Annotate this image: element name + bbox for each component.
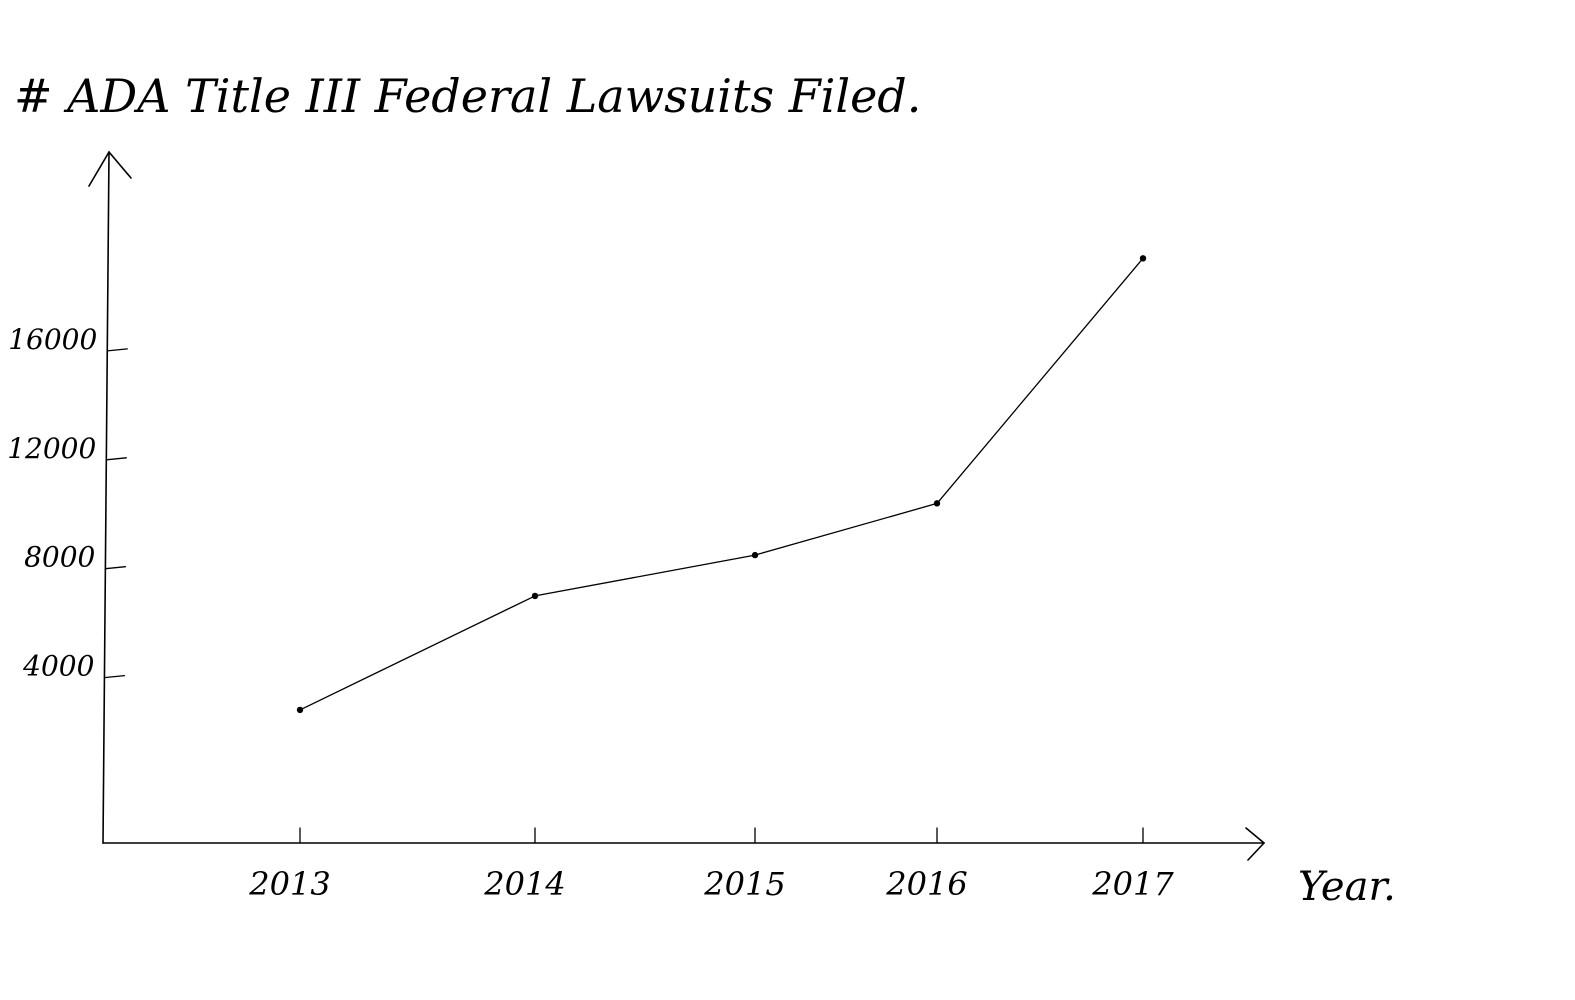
x-tick-label: 2017 bbox=[1091, 865, 1174, 903]
x-axis-label: Year. bbox=[1298, 864, 1396, 910]
y-tick-mark bbox=[103, 674, 126, 679]
data-point bbox=[1139, 255, 1147, 262]
data-point bbox=[933, 500, 941, 507]
y-tick-label: 12000 bbox=[7, 432, 96, 465]
data-point bbox=[751, 551, 759, 559]
series-line bbox=[299, 257, 1144, 711]
data-point bbox=[531, 592, 539, 600]
x-axis-arrow bbox=[1245, 827, 1266, 861]
x-tick-label: 2016 bbox=[885, 865, 967, 903]
y-tick-mark bbox=[106, 348, 128, 352]
chart-title: # ADA Title III Federal Lawsuits Filed. bbox=[14, 69, 921, 123]
y-tick-mark bbox=[104, 566, 127, 570]
data-points bbox=[296, 255, 1147, 714]
y-axis bbox=[102, 151, 110, 844]
y-axis-arrow bbox=[88, 150, 132, 187]
y-ticks: 4000 8000 12000 16000 bbox=[7, 323, 128, 683]
data-point bbox=[296, 706, 304, 714]
x-tick-label: 2013 bbox=[248, 865, 330, 903]
x-tick-label: 2015 bbox=[703, 865, 785, 903]
y-tick-label: 8000 bbox=[24, 541, 95, 574]
y-tick-label: 16000 bbox=[8, 323, 97, 356]
y-tick-mark bbox=[105, 457, 127, 461]
x-tick-label: 2014 bbox=[483, 865, 565, 903]
y-tick-label: 4000 bbox=[22, 650, 94, 683]
axes bbox=[88, 150, 1266, 861]
x-ticks: 2013 2014 2015 2016 2017 bbox=[248, 827, 1174, 903]
